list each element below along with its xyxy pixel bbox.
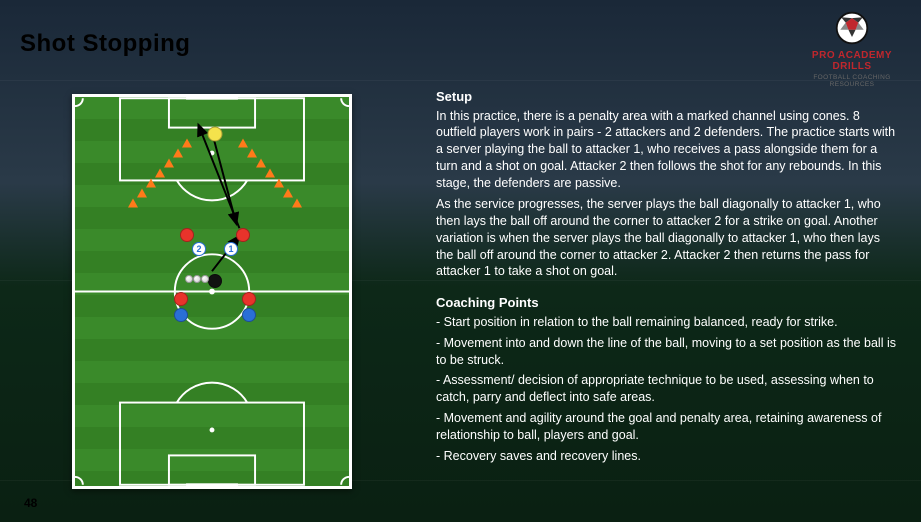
setup-paragraph-2: As the service progresses, the server pl… bbox=[436, 196, 898, 280]
cone-icon bbox=[265, 169, 275, 178]
attacker-marker bbox=[236, 228, 250, 242]
page-number: 48 bbox=[24, 496, 37, 510]
cone-icon bbox=[256, 159, 266, 168]
coaching-heading: Coaching Points bbox=[436, 294, 898, 312]
cone-icon bbox=[155, 169, 165, 178]
cone-icon bbox=[247, 149, 257, 158]
drill-text: Setup In this practice, there is a penal… bbox=[436, 88, 898, 469]
coaching-point: - Movement and agility around the goal a… bbox=[436, 410, 898, 444]
brand-name: PRO ACADEMY DRILLS bbox=[797, 50, 907, 72]
coaching-point: - Movement into and down the line of the… bbox=[436, 335, 898, 369]
attacker-marker bbox=[180, 228, 194, 242]
defender-marker bbox=[174, 308, 188, 322]
cone-icon bbox=[238, 139, 248, 148]
cone-icon bbox=[182, 139, 192, 148]
setup-paragraph-1: In this practice, there is a penalty are… bbox=[436, 108, 898, 192]
cone-icon bbox=[292, 199, 302, 208]
player-number-badge: 2 bbox=[192, 242, 206, 256]
defender-marker bbox=[242, 308, 256, 322]
brand-logo: PRO ACADEMY DRILLS FOOTBALL COACHING RES… bbox=[797, 10, 907, 88]
cone-icon bbox=[274, 179, 284, 188]
brand-tagline: FOOTBALL COACHING RESOURCES bbox=[797, 74, 907, 88]
server-marker bbox=[208, 274, 222, 288]
setup-heading: Setup bbox=[436, 88, 898, 106]
coaching-point: - Start position in relation to the ball… bbox=[436, 314, 898, 331]
cone-icon bbox=[283, 189, 293, 198]
cone-icon bbox=[146, 179, 156, 188]
coaching-point: - Assessment/ decision of appropriate te… bbox=[436, 372, 898, 406]
cone-icon bbox=[128, 199, 138, 208]
ball-icon bbox=[185, 275, 193, 283]
player-number-badge: 1 bbox=[224, 242, 238, 256]
ball-icon bbox=[201, 275, 209, 283]
cone-icon bbox=[137, 189, 147, 198]
coaching-point: - Recovery saves and recovery lines. bbox=[436, 448, 898, 465]
attacker-marker bbox=[174, 292, 188, 306]
cone-icon bbox=[173, 149, 183, 158]
goalkeeper-marker bbox=[208, 127, 223, 142]
attacker-marker bbox=[242, 292, 256, 306]
pitch-lines-icon bbox=[75, 97, 349, 486]
soccer-ball-icon bbox=[834, 10, 870, 46]
page-title: Shot Stopping bbox=[20, 30, 190, 58]
drill-diagram: 21 bbox=[72, 94, 352, 489]
cone-icon bbox=[164, 159, 174, 168]
ball-icon bbox=[193, 275, 201, 283]
